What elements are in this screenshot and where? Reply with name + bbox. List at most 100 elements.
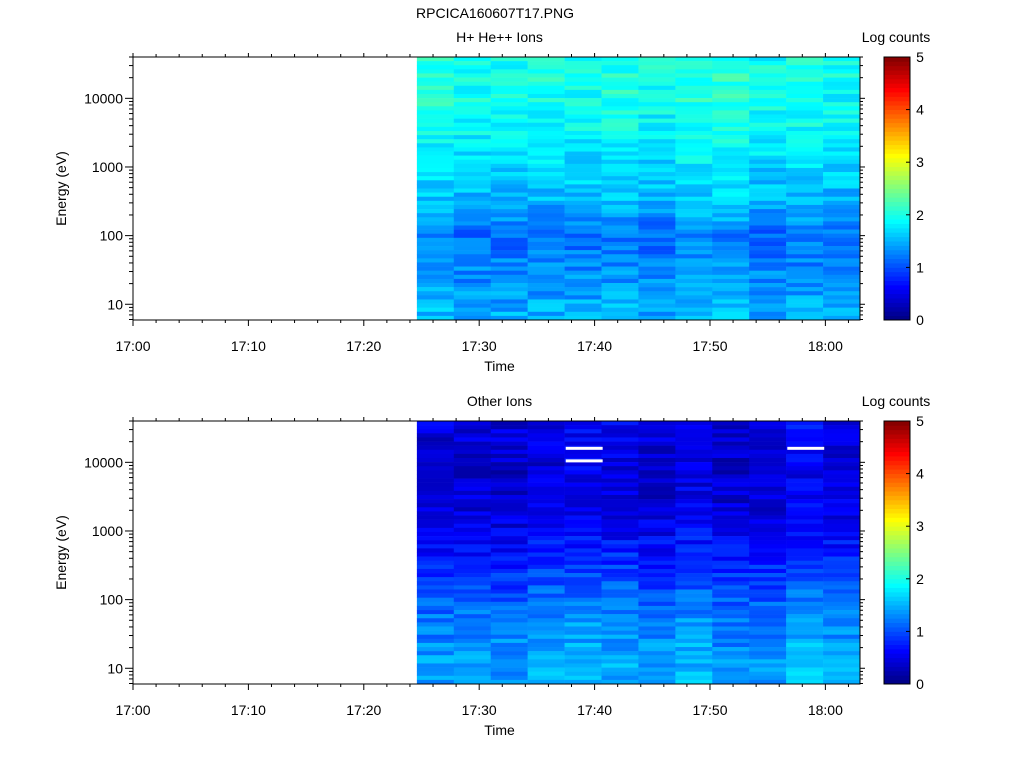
heatmap-cell bbox=[416, 421, 455, 426]
heatmap-cell bbox=[453, 266, 492, 271]
heatmap-cell bbox=[823, 61, 861, 66]
heatmap-cell bbox=[564, 262, 602, 267]
heatmap-cell bbox=[453, 57, 492, 62]
heatmap-cell bbox=[638, 204, 676, 210]
heatmap-cell bbox=[416, 667, 455, 672]
heatmap-cell bbox=[638, 65, 676, 70]
heatmap-cell bbox=[638, 548, 676, 553]
heatmap-cell bbox=[712, 519, 750, 525]
heatmap-cell bbox=[675, 114, 713, 119]
heatmap-cell bbox=[453, 221, 492, 226]
heatmap-cell bbox=[490, 77, 528, 82]
heatmap-cell bbox=[712, 610, 750, 615]
heatmap-cell bbox=[490, 172, 528, 177]
heatmap-cell bbox=[564, 626, 602, 631]
heatmap-cell bbox=[786, 671, 824, 677]
heatmap-cell bbox=[453, 560, 492, 566]
heatmap-cell bbox=[675, 457, 713, 463]
heatmap-cell bbox=[675, 441, 713, 446]
heatmap-cell bbox=[749, 507, 787, 512]
heatmap-cell bbox=[675, 172, 713, 177]
heatmap-cell bbox=[823, 486, 861, 492]
heatmap-cell bbox=[749, 65, 787, 70]
heatmap-cell bbox=[490, 81, 528, 87]
colorbar-segment bbox=[884, 622, 910, 628]
heatmap-cell bbox=[453, 180, 492, 185]
heatmap-cell bbox=[601, 283, 639, 288]
heatmap-cell bbox=[564, 589, 602, 594]
colorbar-segment bbox=[884, 613, 910, 619]
heatmap-cell bbox=[712, 102, 750, 107]
heatmap-cell bbox=[416, 560, 455, 566]
heatmap-cell bbox=[490, 204, 528, 210]
heatmap-cell bbox=[453, 470, 492, 475]
heatmap-cell bbox=[490, 622, 528, 627]
heatmap-cell bbox=[823, 163, 861, 169]
heatmap-cell bbox=[527, 147, 565, 152]
heatmap-cell bbox=[786, 311, 824, 317]
heatmap-cell bbox=[601, 122, 639, 128]
heatmap-cell bbox=[453, 507, 492, 512]
heatmap-cell bbox=[527, 283, 565, 288]
heatmap-cell bbox=[712, 503, 750, 508]
heatmap-cell bbox=[527, 433, 565, 438]
heatmap-cell bbox=[823, 65, 861, 70]
colorbar-segment bbox=[884, 210, 910, 216]
heatmap-cell bbox=[453, 311, 492, 317]
heatmap-cell bbox=[712, 77, 750, 82]
heatmap-cell bbox=[601, 246, 639, 251]
heatmap-cell bbox=[601, 213, 639, 218]
heatmap-cell bbox=[416, 511, 455, 516]
heatmap-cell bbox=[601, 601, 639, 607]
heatmap-cell bbox=[527, 671, 565, 677]
heatmap-cell bbox=[712, 192, 750, 198]
heatmap-cell bbox=[564, 462, 602, 467]
heatmap-cell bbox=[712, 540, 750, 545]
heatmap-cell bbox=[712, 246, 750, 251]
heatmap-cell bbox=[416, 258, 455, 263]
heatmap-cell bbox=[453, 659, 492, 664]
heatmap-cell bbox=[749, 462, 787, 467]
colorbar-segment bbox=[884, 289, 910, 295]
x-tick-label: 17:00 bbox=[115, 338, 150, 354]
heatmap-cell bbox=[490, 217, 528, 222]
heatmap-cell bbox=[601, 237, 639, 243]
heatmap-cell bbox=[675, 531, 713, 537]
heatmap-cell bbox=[564, 283, 602, 288]
heatmap-cell bbox=[490, 523, 528, 529]
heatmap-cell bbox=[416, 287, 455, 292]
heatmap-cell bbox=[564, 89, 602, 95]
heatmap-cell bbox=[453, 515, 492, 520]
heatmap-cell bbox=[416, 303, 455, 308]
heatmap-cell bbox=[823, 560, 861, 566]
heatmap-cell bbox=[786, 159, 824, 165]
heatmap-cell bbox=[638, 462, 676, 467]
heatmap-cell bbox=[453, 143, 492, 148]
heatmap-cell bbox=[712, 57, 750, 62]
heatmap-cell bbox=[823, 315, 861, 321]
heatmap-cell bbox=[712, 601, 750, 607]
colorbar-segment bbox=[884, 491, 910, 496]
heatmap-cell bbox=[638, 287, 676, 292]
heatmap-cell bbox=[823, 642, 861, 648]
heatmap-cell bbox=[823, 437, 861, 442]
heatmap-cell bbox=[453, 122, 492, 128]
heatmap-cell bbox=[823, 246, 861, 251]
heatmap-cell bbox=[564, 527, 602, 533]
heatmap-cell bbox=[712, 634, 750, 640]
heatmap-cell bbox=[564, 139, 602, 144]
x-tick-label: 17:10 bbox=[231, 702, 266, 718]
heatmap-cell bbox=[416, 457, 455, 463]
heatmap-cell bbox=[749, 200, 787, 206]
heatmap-cell bbox=[601, 618, 639, 623]
heatmap-cell bbox=[564, 474, 602, 479]
heatmap-cell bbox=[638, 69, 676, 74]
heatmap-cell bbox=[675, 573, 713, 578]
heatmap-cell bbox=[675, 167, 713, 173]
heatmap-cell bbox=[564, 221, 602, 226]
heatmap-cell bbox=[564, 81, 602, 87]
heatmap-cell bbox=[712, 204, 750, 210]
heatmap-cell bbox=[638, 229, 676, 234]
heatmap-cell bbox=[416, 229, 455, 234]
y-tick-label: 10 bbox=[107, 660, 123, 676]
